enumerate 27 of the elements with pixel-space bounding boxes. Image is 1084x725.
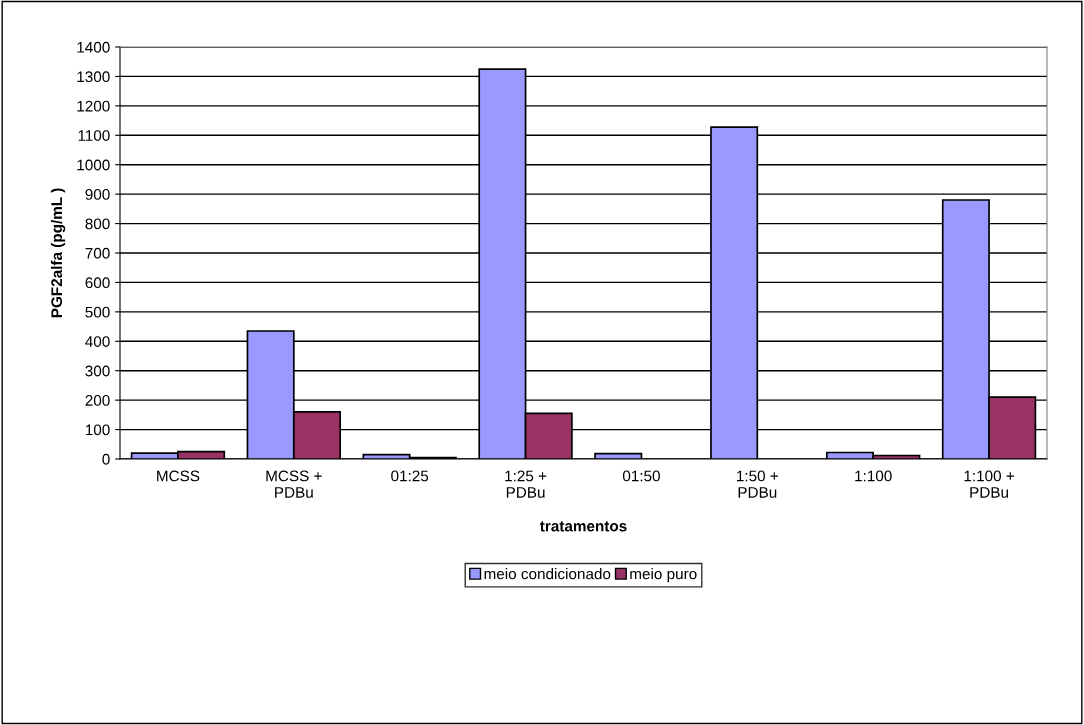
y-axis-title: PGF2alfa (pg/mL ) (50, 188, 66, 318)
legend-label: meio puro (630, 568, 697, 583)
y-tick-label: 1300 (77, 71, 110, 83)
y-tick-label: 1200 (77, 100, 110, 112)
legend-label: meio condicionado (484, 568, 611, 580)
y-tick-label: 800 (85, 218, 110, 230)
y-tick-label: 1000 (77, 159, 110, 171)
y-tick-label: 300 (85, 365, 110, 377)
x-tick-label: MCSS (157, 470, 200, 482)
y-tick-label: 400 (85, 336, 110, 347)
y-tick-label: 1400 (77, 41, 110, 53)
x-tick-label: 1:25 + PDBu (505, 470, 547, 498)
y-tick-label: 1100 (78, 130, 110, 141)
y-tick-label: 700 (85, 247, 110, 259)
y-tick-label: 900 (85, 189, 110, 200)
y-tick-label: 100 (85, 424, 110, 436)
x-tick-label: 01:25 (391, 470, 429, 482)
y-tick-label: 500 (85, 306, 110, 318)
x-tick-label: 01:50 (622, 470, 660, 482)
y-tick-label: 0 (102, 453, 110, 465)
x-tick-label: 1:100 + PDBu (964, 470, 1015, 498)
y-tick-label: 600 (85, 277, 110, 289)
x-axis-title: tratamentos (539, 521, 627, 532)
x-tick-label: 1:100 (855, 470, 892, 482)
x-tick-label: 1:50 + PDBu (737, 470, 779, 498)
y-tick-label: 200 (85, 395, 110, 406)
x-tick-label: MCSS + PDBu (266, 470, 322, 498)
